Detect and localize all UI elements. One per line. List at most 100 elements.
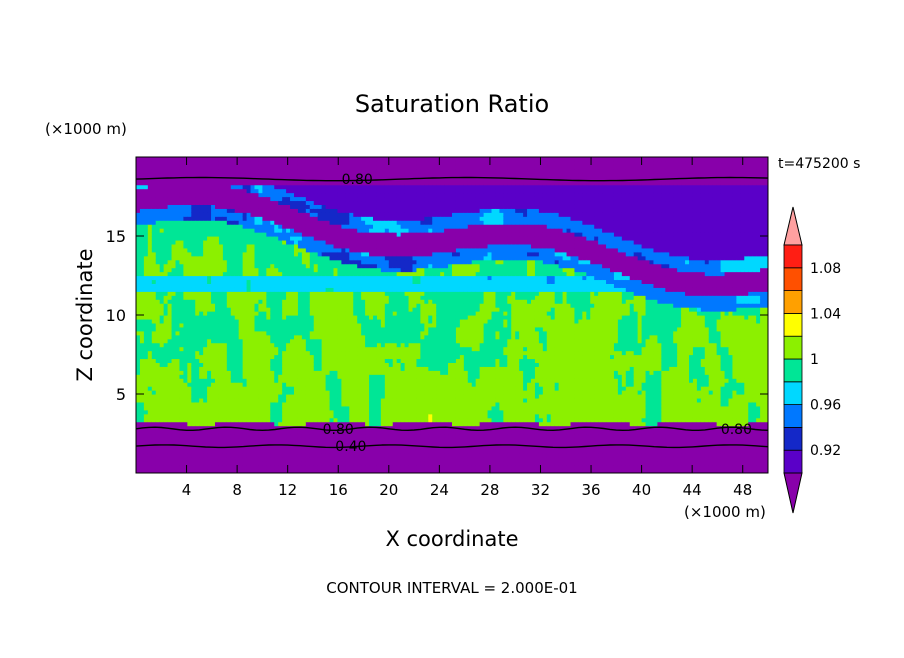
- field-cell: [159, 192, 165, 198]
- field-cell: [305, 417, 311, 423]
- field-cell: [282, 160, 287, 166]
- field-cell: [325, 200, 331, 205]
- field-cell: [282, 330, 287, 336]
- field-cell: [301, 164, 307, 170]
- field-cell: [361, 362, 366, 367]
- field-cell: [345, 449, 350, 454]
- field-cell: [266, 457, 271, 462]
- field-cell: [294, 188, 299, 194]
- chart-title: Saturation Ratio: [355, 90, 549, 118]
- field-cell: [242, 295, 248, 300]
- field-cell: [167, 437, 173, 442]
- field-cell: [218, 386, 224, 391]
- field-cell: [301, 465, 307, 470]
- field-cell: [143, 168, 149, 174]
- field-cell: [301, 405, 307, 411]
- field-cell: [376, 251, 382, 257]
- field-cell: [147, 192, 153, 198]
- field-cell: [317, 287, 323, 292]
- field-cell: [329, 469, 335, 473]
- field-cell: [353, 315, 358, 320]
- field-cell: [171, 429, 177, 435]
- field-cell: [163, 457, 169, 462]
- field-cell: [143, 358, 149, 363]
- field-cell: [155, 342, 161, 348]
- field-cell: [159, 176, 165, 182]
- field-cell: [294, 212, 299, 217]
- field-cell: [171, 322, 177, 328]
- field-cell: [230, 236, 236, 241]
- field-cell: [136, 409, 141, 415]
- field-cell: [151, 287, 157, 292]
- field-cell: [313, 390, 319, 395]
- field-cell: [290, 386, 295, 391]
- field-cell: [226, 370, 232, 375]
- field-cell: [207, 409, 212, 415]
- field-cell: [143, 267, 149, 273]
- field-cell: [376, 433, 382, 439]
- field-cell: [365, 275, 370, 281]
- field-cell: [175, 425, 181, 431]
- field-cell: [246, 322, 252, 328]
- field-cell: [270, 397, 275, 403]
- field-cell: [159, 358, 165, 363]
- field-cell: [163, 236, 169, 241]
- field-cell: [353, 176, 358, 182]
- field-cell: [155, 382, 161, 387]
- field-cell: [238, 172, 244, 178]
- field-cell: [203, 236, 208, 241]
- field-cell: [211, 188, 216, 194]
- field-cell: [147, 303, 153, 308]
- field-cell: [345, 354, 350, 360]
- field-cell: [286, 457, 291, 462]
- field-cell: [305, 397, 311, 403]
- field-cell: [234, 255, 240, 261]
- field-cell: [139, 461, 145, 466]
- field-cell: [365, 382, 370, 387]
- field-cell: [147, 180, 153, 186]
- field-cell: [317, 164, 323, 170]
- field-cell: [163, 429, 169, 435]
- field-cell: [357, 287, 362, 292]
- field-cell: [191, 212, 196, 217]
- field-cell: [317, 457, 323, 462]
- field-cell: [365, 346, 370, 352]
- field-cell: [274, 338, 279, 344]
- field-cell: [345, 342, 350, 348]
- field-cell: [226, 429, 232, 435]
- field-cell: [230, 176, 236, 182]
- field-cell: [250, 216, 256, 221]
- field-cell: [187, 330, 192, 336]
- field-cell: [136, 374, 141, 379]
- field-cell: [187, 405, 192, 411]
- field-cell: [151, 291, 157, 296]
- field-cell: [297, 160, 303, 166]
- field-cell: [136, 196, 141, 202]
- field-cell: [290, 417, 295, 423]
- field-cell: [136, 236, 141, 241]
- field-cell: [242, 425, 248, 431]
- field-cell: [191, 315, 196, 320]
- field-cell: [294, 315, 299, 320]
- field-cell: [167, 354, 173, 360]
- field-cell: [254, 382, 260, 387]
- field-cell: [242, 441, 248, 446]
- field-cell: [297, 212, 303, 217]
- field-cell: [250, 397, 256, 403]
- field-cell: [195, 386, 200, 391]
- field-cell: [329, 263, 335, 269]
- field-cell: [286, 342, 291, 348]
- field-cell: [278, 330, 283, 336]
- field-cell: [222, 160, 228, 166]
- field-cell: [242, 433, 248, 439]
- field-cell: [365, 228, 370, 233]
- field-cell: [278, 441, 283, 446]
- field-cell: [215, 243, 220, 249]
- field-cell: [353, 220, 358, 225]
- field-cell: [203, 196, 208, 202]
- field-cell: [325, 160, 331, 166]
- field-cell: [230, 330, 236, 336]
- field-cell: [211, 342, 216, 348]
- field-cell: [136, 204, 141, 209]
- field-cell: [329, 334, 335, 340]
